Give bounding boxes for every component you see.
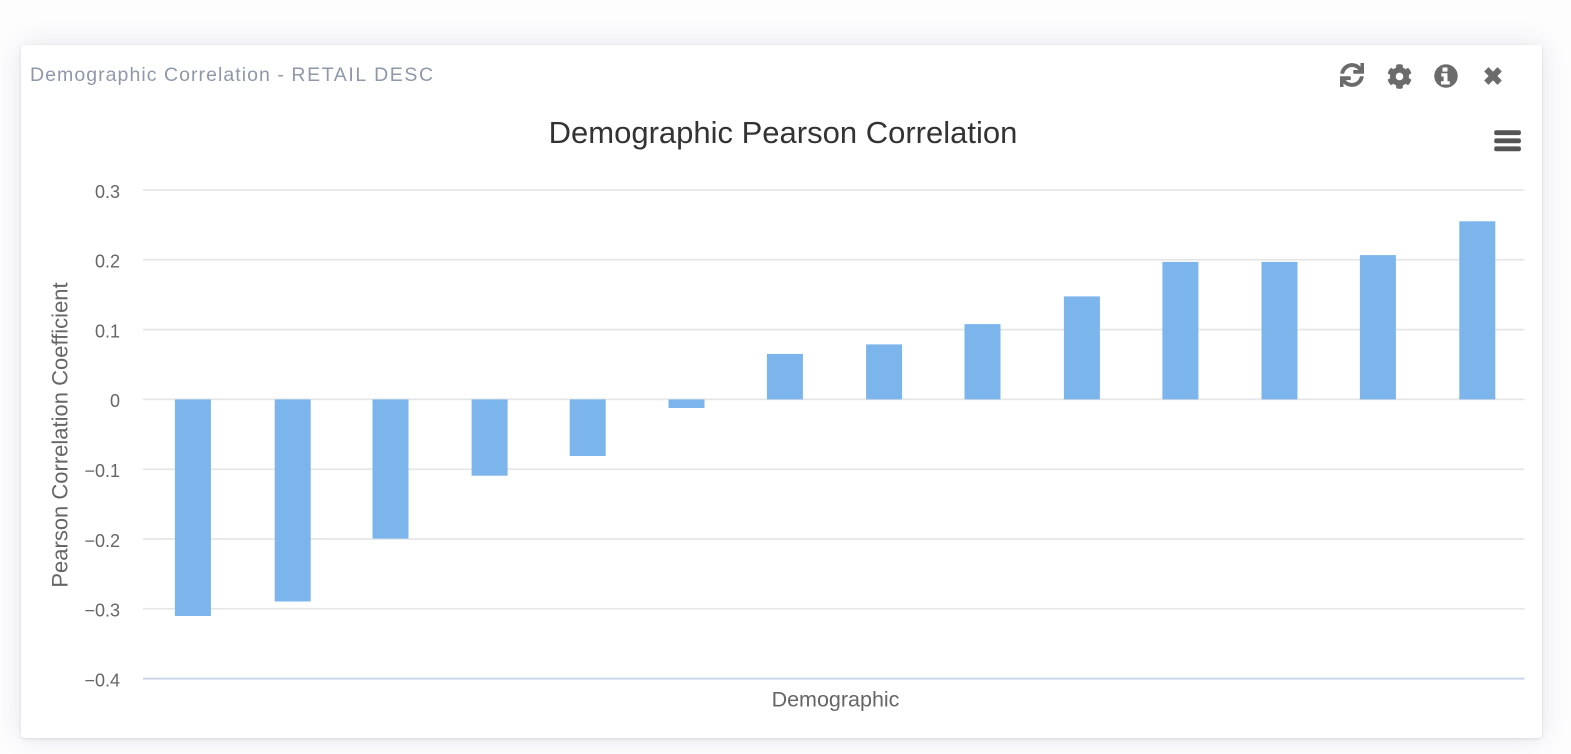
svg-text:Demographic Pearson Correlatio: Demographic Pearson Correlation — [549, 115, 1018, 150]
svg-text:−0.2: −0.2 — [84, 531, 120, 551]
svg-text:0.3: 0.3 — [95, 182, 120, 202]
svg-text:Pearson Correlation Coefficien: Pearson Correlation Coefficient — [48, 282, 73, 587]
svg-text:−0.3: −0.3 — [84, 601, 120, 621]
svg-text:−0.4: −0.4 — [84, 670, 120, 690]
svg-text:0.1: 0.1 — [95, 321, 120, 341]
svg-text:0: 0 — [110, 391, 120, 411]
svg-text:−0.1: −0.1 — [84, 461, 120, 481]
svg-text:Demographic: Demographic — [772, 688, 900, 712]
svg-text:0.2: 0.2 — [95, 252, 120, 272]
